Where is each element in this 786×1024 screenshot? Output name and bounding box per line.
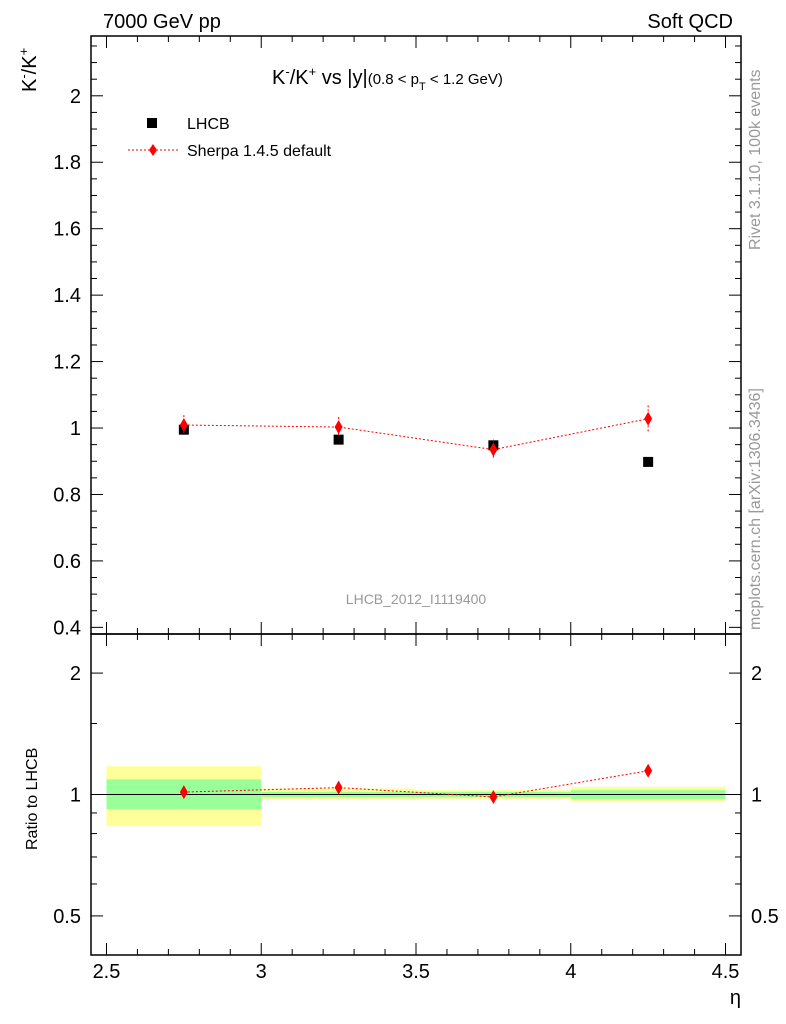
marks-layer bbox=[178, 405, 654, 804]
legend-data-marker bbox=[147, 118, 157, 128]
header-left: 7000 GeV pp bbox=[103, 11, 221, 33]
data-point bbox=[643, 456, 654, 467]
y-tick-label: 1.4 bbox=[53, 285, 81, 307]
ratio-mc-point bbox=[179, 785, 188, 800]
x-tick-label: 2.5 bbox=[93, 961, 121, 983]
ratio-y-tick-label: 2 bbox=[70, 663, 81, 685]
rivet-label: Rivet 3.1.10, 100k events bbox=[747, 69, 764, 250]
analysis-id: LHCB_2012_I1119400 bbox=[346, 591, 487, 607]
data-point bbox=[333, 434, 344, 445]
x-tick-label: 4.5 bbox=[712, 961, 740, 983]
ratio-mc-point bbox=[334, 780, 343, 795]
y-tick-label: 0.4 bbox=[53, 617, 81, 639]
x-tick-label: 3.5 bbox=[402, 961, 430, 983]
mc-point bbox=[644, 411, 653, 426]
ratio-y-tick-label: 1 bbox=[70, 785, 81, 807]
y-tick-label: 1 bbox=[70, 418, 81, 440]
y-tick-label: 1.8 bbox=[53, 152, 81, 174]
ratio-y-tick-label-right: 2 bbox=[751, 663, 762, 685]
ratio-mc-point bbox=[644, 763, 653, 778]
y-tick-label: 0.8 bbox=[53, 484, 81, 506]
ratio-y-tick-label-right: 1 bbox=[751, 785, 762, 807]
mc-point bbox=[179, 418, 188, 433]
mc-point bbox=[489, 442, 498, 457]
mc-point bbox=[334, 420, 343, 435]
legend-mc-label: Sherpa 1.4.5 default bbox=[187, 143, 332, 160]
y-axis-label: K-/K+ bbox=[16, 48, 41, 92]
header-right: Soft QCD bbox=[647, 11, 733, 33]
axes-layer: 2.5 3 3.5 4 4.5 0.4 0.6 0.8 1 1.2 1.4 1.6 1.8 2 0.5 0.5… bbox=[53, 35, 779, 983]
y-tick-label: 1.6 bbox=[53, 219, 81, 241]
ratio-bands-layer bbox=[106, 766, 726, 827]
y-tick-label: 1.2 bbox=[53, 352, 81, 374]
legend-mc-marker bbox=[149, 144, 157, 156]
y-tick-label: 2 bbox=[70, 86, 81, 108]
ratio-y-tick-label-right: 0.5 bbox=[751, 906, 779, 928]
chart-title: K-/K+ vs |y|(0.8 < pT < 1.2 GeV) bbox=[272, 64, 503, 93]
x-tick-label: 3 bbox=[256, 961, 267, 983]
ratio-y-label: Ratio to LHCB bbox=[24, 748, 41, 850]
legend-data-label: LHCB bbox=[187, 116, 230, 133]
mcplots-label: mcplots.cern.ch [arXiv:1306.3436] bbox=[747, 388, 764, 630]
ratio-mc-point bbox=[489, 789, 498, 804]
ratio-mc-line bbox=[183, 770, 649, 798]
ratio-y-tick-label: 0.5 bbox=[53, 906, 81, 928]
mc-line bbox=[183, 418, 649, 451]
y-tick-label: 0.6 bbox=[53, 551, 81, 573]
x-tick-label: 4 bbox=[565, 961, 576, 983]
x-axis-label: η bbox=[730, 987, 741, 1009]
